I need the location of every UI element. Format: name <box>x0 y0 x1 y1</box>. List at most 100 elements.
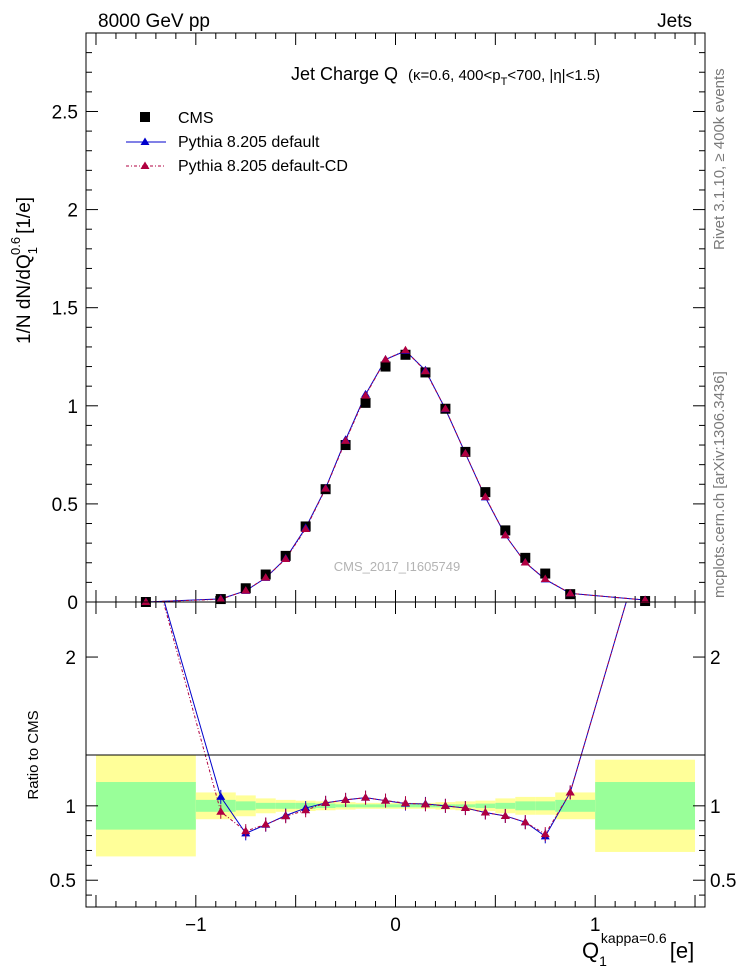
cms-data-point <box>500 525 511 536</box>
cms-data-point <box>480 487 491 498</box>
legend-label-default-cd: Pythia 8.205 default-CD <box>178 158 348 175</box>
legend-label-cms: CMS <box>178 110 214 127</box>
default-cd-data-point <box>321 484 331 492</box>
default-ratio-point <box>216 792 226 800</box>
cms-inner-band <box>535 801 556 811</box>
default-cd-ratio-point <box>381 796 391 804</box>
default-cd-data-point <box>420 366 430 375</box>
main-y-tick-label: 1 <box>67 397 78 418</box>
cms-inner-band <box>95 782 196 830</box>
ratio-uncertainty-bands <box>95 755 696 857</box>
main-y-tick-label: 1.5 <box>52 299 78 320</box>
default-cd-ratio-point <box>520 817 530 826</box>
default-cd-ratio-point <box>216 807 226 815</box>
default-cd-data-point <box>640 595 650 604</box>
cms-inner-band <box>515 801 536 811</box>
default-cd-ratio-point <box>440 801 450 809</box>
cms-data-point <box>540 568 551 579</box>
default-cd-data-point <box>281 554 291 563</box>
ratio-y-tick-label-left: 0.5 <box>50 871 76 892</box>
legend-entry-default: Pythia 8.205 default <box>126 134 320 151</box>
ratio-y-tick-label-right: 2 <box>710 648 721 669</box>
plot-title: Jet Charge Q <box>291 64 398 84</box>
default-cd-ratio-point <box>261 819 271 828</box>
cms-data-point <box>360 397 371 408</box>
ratio-y-tick-labels: 0.5 0.5 1 1 2 2 <box>50 648 737 892</box>
main-y-tick-label: 2.5 <box>52 102 78 123</box>
default-cd-ratio-point <box>321 798 331 806</box>
x-tick-label: 1 <box>590 915 601 936</box>
default-cd-ratio-point <box>540 829 550 838</box>
main-y-tick-labels: 0 0.5 1 1.5 2 2.5 <box>52 102 78 614</box>
header-process-label: Jets <box>657 11 692 32</box>
cms-data-point <box>520 552 531 563</box>
ratio-data-marks <box>162 602 627 844</box>
cms-inner-band <box>555 799 596 812</box>
default-cd-ratio-point <box>341 795 351 803</box>
cms-data-point <box>400 349 411 360</box>
default-cd-data-point <box>460 448 470 457</box>
legend-entry-default-cd: Pythia 8.205 default-CD <box>126 158 348 175</box>
default-cd-data-point <box>261 573 271 581</box>
default-cd-data-point <box>565 588 575 597</box>
default-cd-data-point <box>540 574 550 583</box>
x-tick-label: −1 <box>185 915 207 936</box>
default-cd-ratio-point <box>400 798 410 807</box>
default-cd-data-point <box>440 404 450 412</box>
rivet-label: Rivet 3.1.10, ≥ 400k events <box>711 68 728 250</box>
default-cd-ratio-point <box>301 805 311 814</box>
main-y-tick-label: 0.5 <box>52 495 78 516</box>
main-panel: 0 0.5 1 1.5 2 2.5 Jet Charge Q (κ=0.6, 400<pT… <box>8 32 706 614</box>
ratio-y-tick-label-right: 1 <box>710 797 721 818</box>
cms-inner-band <box>355 804 376 808</box>
default-cd-ratio-point <box>460 803 470 812</box>
default-cd-ratio-point <box>420 799 430 808</box>
plot-subtitle: (κ=0.6, 400<pT<700, |η|<1.5) <box>408 67 600 88</box>
default-cd-ratio-point <box>281 811 291 820</box>
cms-inner-band <box>275 802 296 809</box>
cms-inner-band <box>495 802 516 809</box>
default-cd-data-point <box>341 436 351 444</box>
cms-inner-band <box>595 782 696 830</box>
main-axis-ticks <box>86 33 705 603</box>
default-ratio-curve <box>163 602 627 838</box>
legend: CMS Pythia 8.205 default Pythia 8.205 de… <box>126 110 348 175</box>
main-data-marks <box>140 345 651 607</box>
default-cd-ratio-point <box>241 826 251 835</box>
default-cd-ratio-point <box>500 811 510 819</box>
ratio-y-tick-label-left: 1 <box>65 797 76 818</box>
default-triangle-icon <box>140 137 150 145</box>
default-cd-ratio-point <box>361 793 371 801</box>
cms-data-point <box>340 440 351 451</box>
ratio-panel: 0.5 0.5 1 1 2 2 −1 0 1 Ratio to CMS Q1kappa=0.6… <box>25 601 737 969</box>
ratio-y-tick-label-right: 0.5 <box>710 871 736 892</box>
default-cd-ratio-point <box>480 808 490 816</box>
ratio-curves <box>162 602 627 838</box>
cms-inner-band <box>255 802 276 809</box>
header-energy-label: 8000 GeV pp <box>98 11 210 32</box>
x-axis-label: Q1kappa=0.6 [e] <box>582 930 694 969</box>
default-cd-data-point <box>381 354 391 363</box>
cms-inner-band <box>195 799 236 812</box>
legend-label-default: Pythia 8.205 default <box>178 134 320 151</box>
ratio-y-tick-label-left: 2 <box>65 648 76 669</box>
default-cd-ratio-point <box>565 787 575 796</box>
default-cd-data-point <box>301 524 311 533</box>
main-y-axis-label: 1/N dN/dQ10.6[1/e] <box>8 197 40 344</box>
default-cd-data-point <box>241 586 251 594</box>
cms-data-point <box>380 361 391 372</box>
default-cd-data-point <box>520 558 530 566</box>
cms-marker-icon <box>140 112 150 122</box>
ratio-y-axis-label: Ratio to CMS <box>25 710 42 799</box>
analysis-watermark: CMS_2017_I1605749 <box>334 559 461 574</box>
default-cd-data-point <box>500 530 510 539</box>
default-cd-data-point <box>361 391 371 399</box>
default-cd-data-point <box>400 345 410 354</box>
main-y-tick-label: 2 <box>67 201 78 222</box>
cms-inner-band <box>235 801 256 811</box>
x-tick-label: 0 <box>390 915 401 936</box>
ratio-axis-ticks <box>86 602 705 907</box>
default-cd-data-point <box>480 492 490 500</box>
default-cd-data-point <box>141 597 151 605</box>
